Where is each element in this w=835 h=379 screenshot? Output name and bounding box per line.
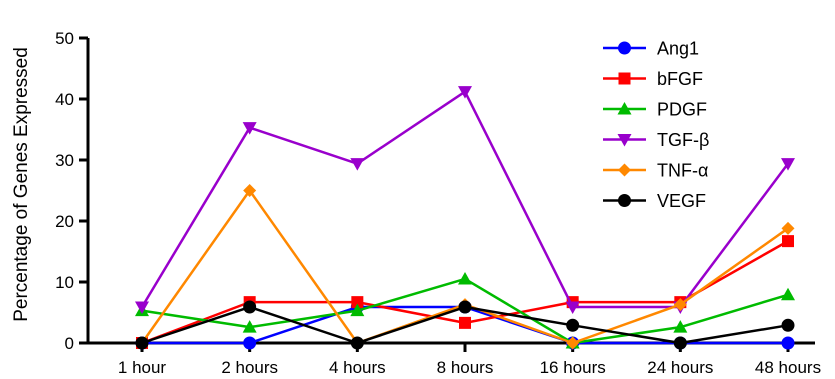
legend-label: TGF-β [657,130,709,150]
legend-label: TNF-α [657,161,708,181]
legend-label: PDGF [657,100,707,120]
legend-label: Ang1 [657,39,699,59]
data-point-pdgf [781,287,795,301]
data-point-bfgf [782,235,794,248]
data-point-tnf [243,184,257,197]
x-tick-label: 48 hours [755,358,821,377]
data-point-tnf [566,336,580,350]
legend-item-ang1: Ang1 [603,39,699,59]
legend-item-vegf: VEGF [603,191,706,211]
data-point-ang1 [243,336,257,350]
legend-item-tgf: TGF-β [603,130,709,150]
data-point-vegf [673,336,687,350]
series-vegf [135,300,795,350]
legend-item-bfgf: bFGF [603,69,703,89]
y-tick-label: 30 [55,151,74,170]
axes: 0 10 20 30 40 50 1 hour 2 hours 4 hours 8 hours 16… [55,29,821,377]
legend-marker [618,194,631,207]
legend-label: VEGF [657,191,706,211]
data-point-vegf [243,300,257,314]
y-tick-label: 50 [55,29,74,48]
series-bfgf [136,235,794,349]
x-tick-label: 24 hours [647,358,713,377]
data-point-bfgf [459,316,471,329]
data-point-tgf [781,158,795,171]
y-axis-title: Percentage of Genes Expressed [11,47,32,322]
data-point-tgf [242,122,257,135]
data-point-pdgf [350,303,365,317]
x-tick-label: 16 hours [540,358,606,377]
legend-marker [618,41,631,55]
legend-label: bFGF [657,69,703,89]
data-point-vegf [781,318,795,332]
data-point-bfgf [351,296,364,309]
data-point-tgf [565,301,580,315]
series-layer [135,86,795,350]
legend-marker [617,102,632,115]
data-point-pdgf [458,271,472,285]
x-tick-label: 1 hour [118,358,167,377]
legend-marker [618,72,631,85]
data-point-tnf [781,221,795,235]
data-point-pdgf [673,320,688,333]
legend-marker [618,163,631,177]
legend: Ang1 bFGF PDGF TGF-β TNF-α VEGF [603,39,709,211]
y-tick-label: 20 [55,212,74,231]
y-tick-label: 0 [65,334,74,353]
y-tick-label: 40 [55,90,74,109]
data-point-tgf [350,158,365,171]
series-pdgf [135,271,795,349]
y-tick-label: 10 [55,273,74,292]
x-tick-label: 4 hours [329,358,386,377]
x-tick-label: 8 hours [437,358,494,377]
x-tick-label: 2 hours [221,358,278,377]
data-point-tnf [673,298,687,312]
data-point-ang1 [781,336,795,350]
data-point-vegf [566,318,580,332]
data-point-tgf [458,86,472,99]
legend-item-pdgf: PDGF [603,100,707,120]
data-point-vegf [458,300,472,314]
legend-item-tnf: TNF-α [603,161,708,181]
legend-marker [617,134,632,147]
data-point-vegf [135,336,149,350]
data-point-tgf [135,301,149,315]
data-point-vegf [350,336,364,350]
data-point-pdgf [242,320,257,333]
